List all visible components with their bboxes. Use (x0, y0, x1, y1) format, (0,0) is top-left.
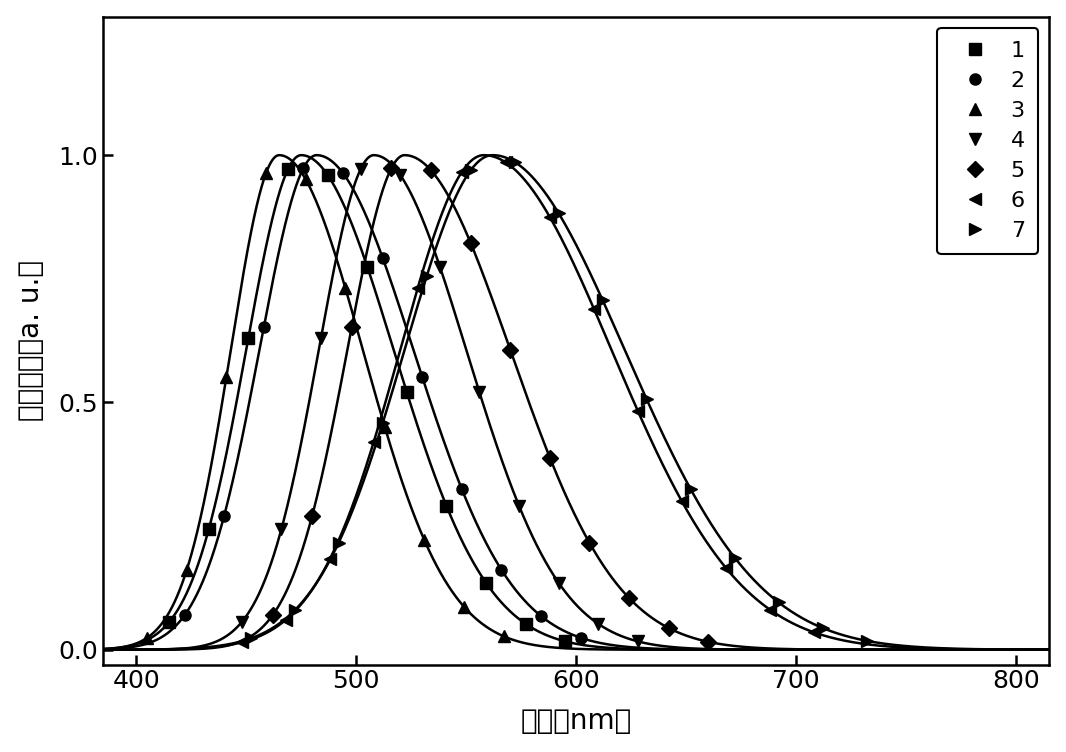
4 (393, 171, 406, 180)
6 (500, 158, 513, 167)
2 (257, 322, 270, 331)
6 (368, 437, 381, 446)
5 (623, 593, 635, 602)
3 (220, 372, 232, 381)
Line: 5: 5 (268, 162, 714, 647)
4 (275, 525, 288, 534)
6 (236, 638, 248, 647)
1 (163, 617, 176, 626)
Line: 2: 2 (179, 162, 586, 643)
5 (424, 166, 437, 175)
2 (376, 253, 389, 262)
X-axis label: 波长（nm）: 波长（nm） (520, 708, 632, 735)
2 (535, 611, 548, 620)
7 (596, 296, 609, 305)
1 (203, 525, 215, 534)
6 (455, 168, 468, 177)
Line: 3: 3 (142, 168, 510, 643)
Line: 6: 6 (237, 157, 820, 647)
1 (480, 578, 492, 587)
5 (583, 538, 596, 547)
7 (288, 606, 301, 615)
4 (354, 165, 367, 174)
6 (720, 563, 732, 572)
3 (180, 566, 193, 575)
7 (244, 634, 257, 643)
4 (314, 333, 327, 342)
1 (519, 620, 532, 629)
2 (178, 611, 191, 620)
3 (260, 168, 273, 177)
7 (728, 553, 741, 562)
2 (297, 164, 310, 173)
1 (559, 637, 571, 646)
4 (513, 502, 526, 511)
4 (473, 388, 486, 397)
3 (418, 535, 431, 544)
5 (385, 164, 398, 173)
7 (420, 272, 433, 281)
2 (455, 484, 468, 493)
4 (552, 578, 565, 587)
7 (552, 209, 565, 218)
6 (544, 213, 556, 222)
Line: 4: 4 (237, 164, 644, 647)
1 (242, 333, 255, 342)
4 (592, 620, 604, 629)
1 (321, 171, 334, 180)
3 (457, 602, 470, 611)
5 (266, 611, 279, 620)
3 (141, 633, 154, 642)
3 (300, 174, 312, 183)
4 (236, 617, 248, 626)
2 (337, 168, 350, 177)
6 (808, 628, 821, 637)
Legend: 1, 2, 3, 4, 5, 6, 7: 1, 2, 3, 4, 5, 6, 7 (937, 28, 1038, 254)
7 (464, 166, 477, 175)
Line: 7: 7 (245, 156, 872, 647)
2 (575, 633, 587, 642)
Line: 1: 1 (163, 164, 570, 647)
6 (631, 407, 644, 416)
2 (495, 566, 507, 575)
6 (411, 283, 424, 292)
5 (306, 511, 319, 520)
6 (323, 554, 336, 563)
6 (763, 605, 776, 614)
1 (401, 388, 414, 397)
1 (360, 262, 373, 271)
7 (508, 157, 521, 166)
6 (279, 615, 292, 624)
7 (333, 538, 345, 547)
2 (217, 511, 230, 520)
1 (440, 502, 453, 511)
3 (339, 283, 352, 292)
1 (281, 165, 294, 174)
4 (631, 637, 644, 646)
7 (684, 484, 697, 493)
7 (641, 395, 653, 404)
5 (504, 345, 517, 354)
2 (416, 372, 429, 381)
5 (345, 322, 358, 331)
Y-axis label: 发光强度（a. u.）: 发光强度（a. u.） (17, 260, 45, 421)
6 (676, 497, 689, 506)
7 (817, 623, 829, 632)
7 (772, 598, 785, 607)
5 (662, 623, 675, 632)
5 (544, 453, 556, 462)
3 (378, 423, 391, 432)
6 (587, 304, 600, 313)
5 (464, 238, 477, 247)
3 (497, 632, 510, 641)
5 (701, 637, 714, 646)
7 (860, 636, 873, 645)
7 (376, 419, 389, 428)
4 (434, 262, 447, 271)
